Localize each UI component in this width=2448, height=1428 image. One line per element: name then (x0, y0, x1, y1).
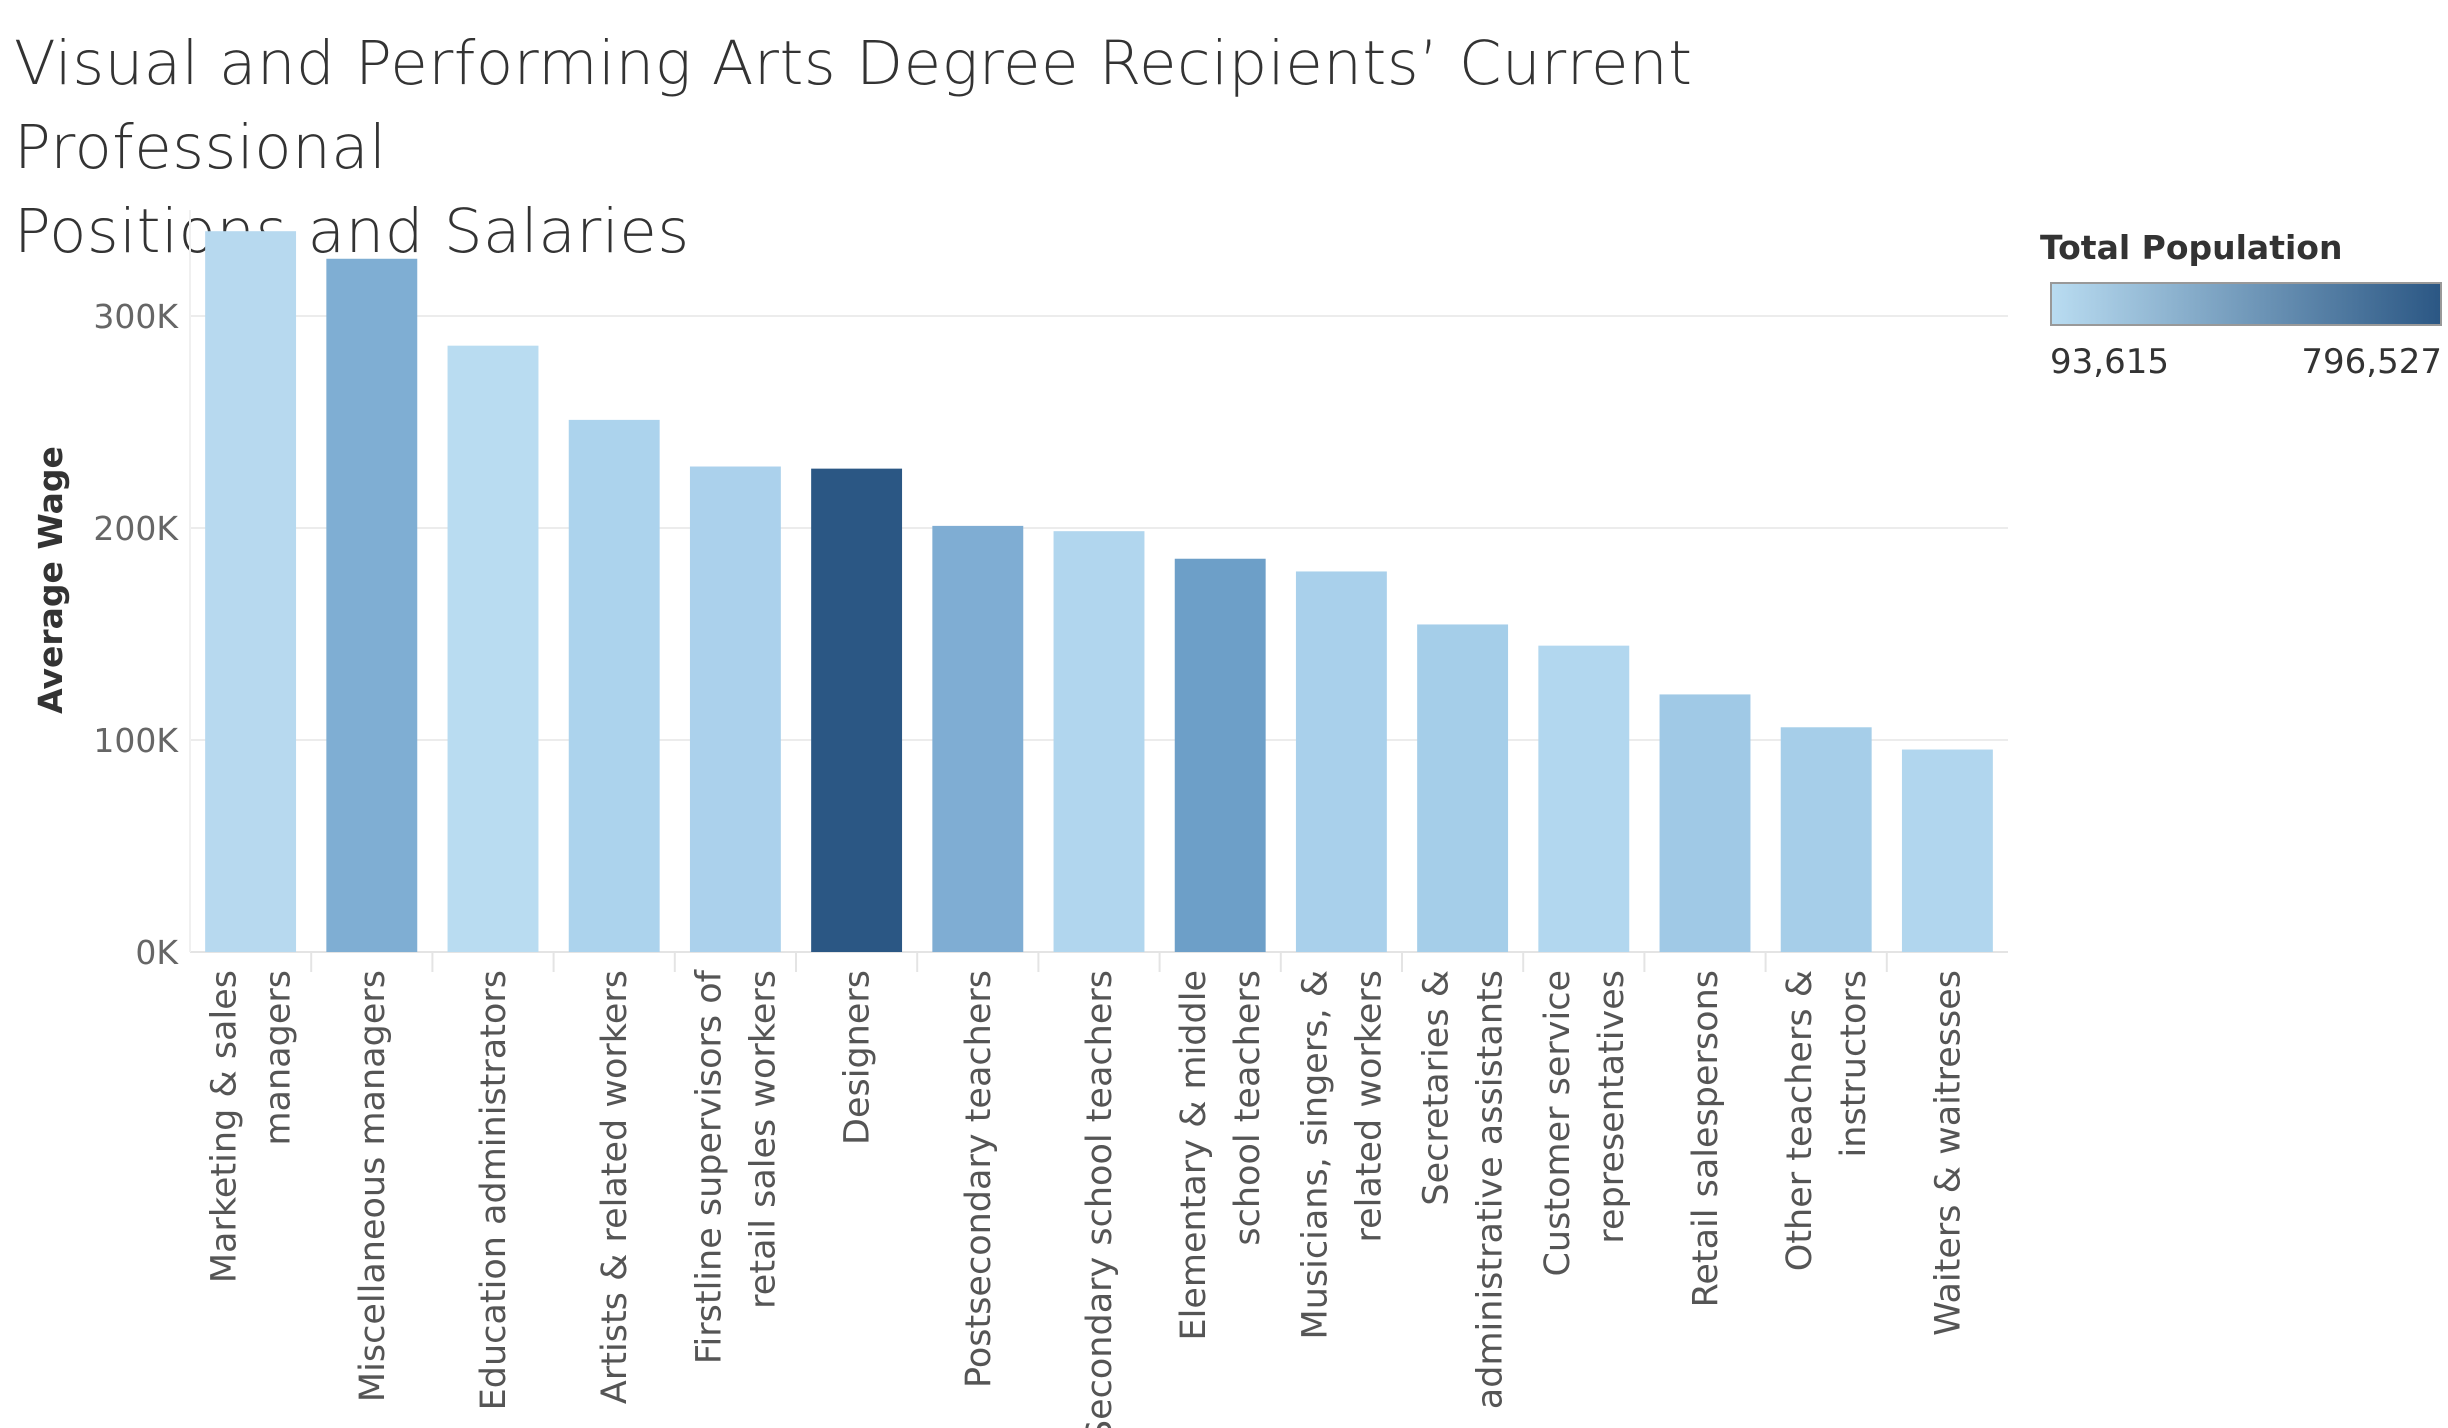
x-tick-label-line: Designers (838, 970, 878, 1145)
bar[interactable] (205, 231, 297, 952)
y-tick-label: 200K (93, 509, 179, 548)
x-tick-label-line: Customer service (1538, 970, 1578, 1277)
x-tick-label-line: Retail salespersons (1686, 970, 1726, 1307)
x-tick-label-line: retail sales workers (743, 970, 783, 1309)
x-tick-label: Artists & related workers (595, 970, 635, 1404)
legend-color-ramp (2050, 282, 2442, 326)
y-axis-ticks: 0K 100K 200K 300K (93, 297, 179, 972)
x-axis-labels: Marketing & sales managers Miscellaneous m… (205, 969, 1969, 1428)
bar[interactable] (811, 468, 903, 952)
chart-title-line-1: Visual and Performing Arts Degree Recipi… (14, 28, 1693, 183)
x-tick-label-line: Marketing & sales (205, 970, 245, 1283)
x-tick-label: Waiters & waitresses (1928, 970, 1968, 1336)
bar[interactable] (1174, 558, 1266, 952)
x-tick-label: Secondary school teachers (1080, 970, 1120, 1428)
x-tick-label: Education administrators (474, 970, 514, 1410)
bars (205, 231, 1993, 952)
x-tick-label: Firstline supervisors of retail sales wor… (689, 969, 783, 1364)
x-tick-label-line: Elementary & middle (1174, 970, 1214, 1341)
y-tick-label: 100K (93, 721, 179, 760)
legend-max-label: 796,527 (2301, 342, 2442, 382)
x-tick-label-line: Firstline supervisors of (689, 969, 729, 1364)
bar[interactable] (689, 466, 781, 952)
legend-title: Total Population (2040, 228, 2343, 267)
x-tick-label: Secretaries & administrative assistants (1417, 970, 1511, 1409)
x-tick-label-line: Artists & related workers (595, 970, 635, 1404)
x-tick-label: Elementary & middle school teachers (1174, 970, 1268, 1341)
x-tick-label: Retail salespersons (1686, 970, 1726, 1307)
x-tick-label-line: Miscellaneous managers (353, 970, 393, 1402)
chart-title: Visual and Performing Arts Degree Recipi… (14, 22, 2014, 274)
bar[interactable] (932, 525, 1024, 952)
bar[interactable] (1295, 571, 1387, 952)
x-tick-label-line: Other teachers & (1780, 970, 1820, 1271)
x-tick-label-line: Musicians, singers, & (1295, 970, 1335, 1339)
bar[interactable] (1780, 727, 1872, 952)
chart-title-line-2: Positions and Salaries (14, 196, 690, 267)
y-tick-label: 300K (93, 297, 179, 336)
x-tick-label-line: administrative assistants (1471, 970, 1511, 1409)
bar[interactable] (447, 345, 539, 952)
bar[interactable] (568, 419, 660, 952)
x-tick-label-line: managers (259, 970, 299, 1146)
bar[interactable] (1053, 531, 1145, 952)
x-tick-label-line: representatives (1592, 970, 1632, 1244)
x-tick-label: Miscellaneous managers (353, 970, 393, 1402)
x-tick-label: Musicians, singers, & related workers (1295, 970, 1389, 1339)
x-tick-label: Other teachers & instructors (1780, 970, 1874, 1271)
x-tick-label-line: Postsecondary teachers (959, 970, 999, 1388)
bar[interactable] (1901, 749, 1993, 952)
x-tick-label: Customer service representatives (1538, 970, 1632, 1277)
x-tick-label-line: Secondary school teachers (1080, 970, 1120, 1428)
x-tick-label: Marketing & sales managers (205, 970, 299, 1283)
x-tick-label-line: Secretaries & (1417, 970, 1457, 1206)
bar[interactable] (1538, 645, 1630, 952)
x-tick-label-line: related workers (1349, 970, 1389, 1243)
x-tick-label-line: school teachers (1228, 970, 1268, 1246)
x-tick-label-line: Waiters & waitresses (1928, 970, 1968, 1336)
bar[interactable] (1417, 624, 1509, 952)
x-tick-label-line: instructors (1834, 970, 1874, 1157)
legend-min-label: 93,615 (2050, 342, 2169, 382)
x-tick-label: Designers (838, 970, 878, 1145)
y-tick-label: 0K (135, 933, 179, 972)
y-axis-label: Average Wage (31, 446, 70, 714)
x-tick-label: Postsecondary teachers (959, 970, 999, 1388)
x-tick-label-line: Education administrators (474, 970, 514, 1410)
bar[interactable] (326, 258, 418, 952)
bar[interactable] (1659, 694, 1751, 952)
